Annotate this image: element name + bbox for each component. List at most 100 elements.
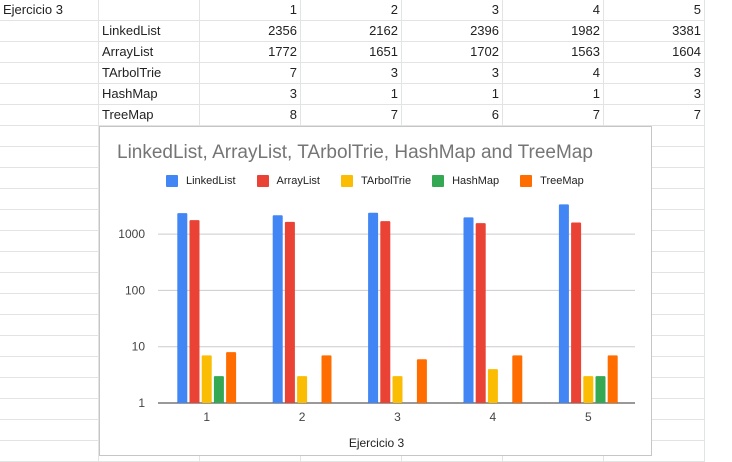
legend-swatch bbox=[340, 175, 353, 187]
sheet-cell[interactable] bbox=[604, 168, 705, 189]
sheet-value-cell[interactable]: 1 bbox=[301, 84, 402, 105]
sheet-value-cell[interactable]: 1651 bbox=[301, 42, 402, 63]
sheet-cell[interactable] bbox=[0, 210, 99, 231]
sheet-cell[interactable] bbox=[0, 315, 99, 336]
sheet-column-header-cell[interactable]: 5 bbox=[604, 0, 705, 21]
sheet-value-cell[interactable]: 7 bbox=[200, 63, 301, 84]
sheet-cell[interactable] bbox=[0, 336, 99, 357]
sheet-column-header-cell[interactable]: 2 bbox=[301, 0, 402, 21]
sheet-value-cell[interactable]: 7 bbox=[503, 105, 604, 126]
sheet-cell[interactable] bbox=[604, 231, 705, 252]
sheet-value-cell[interactable]: 2396 bbox=[402, 21, 503, 42]
bar-treemap bbox=[416, 359, 427, 403]
sheet-cell[interactable] bbox=[604, 252, 705, 273]
sheet-column-header-cell[interactable]: 3 bbox=[402, 0, 503, 21]
legend-label: HashMap bbox=[452, 175, 500, 187]
sheet-cell[interactable] bbox=[0, 63, 99, 84]
legend-label: TArbolTrie bbox=[360, 175, 412, 187]
sheet-cell[interactable] bbox=[0, 294, 99, 315]
sheet-cell[interactable] bbox=[604, 210, 705, 231]
sheet-cell[interactable] bbox=[0, 21, 99, 42]
sheet-cell[interactable] bbox=[604, 336, 705, 357]
sheet-column-header-cell[interactable]: 4 bbox=[503, 0, 604, 21]
x-tick-label: 3 bbox=[394, 410, 401, 424]
bar-treemap bbox=[512, 355, 523, 403]
sheet-cell[interactable] bbox=[0, 189, 99, 210]
sheet-cell[interactable] bbox=[0, 231, 99, 252]
sheet-cell[interactable] bbox=[0, 42, 99, 63]
sheet-row-label-cell[interactable]: ArrayList bbox=[99, 42, 200, 63]
sheet-value-cell[interactable]: 1563 bbox=[503, 42, 604, 63]
sheet-cell[interactable] bbox=[0, 105, 99, 126]
sheet-value-cell[interactable]: 8 bbox=[200, 105, 301, 126]
sheet-cell[interactable] bbox=[604, 294, 705, 315]
sheet-value-cell[interactable]: 2162 bbox=[301, 21, 402, 42]
sheet-value-cell[interactable]: 1772 bbox=[200, 42, 301, 63]
sheet-cell[interactable] bbox=[0, 126, 99, 147]
legend-swatch bbox=[520, 175, 533, 187]
legend-item[interactable]: TArbolTrie bbox=[340, 175, 412, 187]
legend-item[interactable]: HashMap bbox=[432, 175, 499, 187]
sheet-value-cell[interactable]: 1 bbox=[402, 84, 503, 105]
sheet-value-cell[interactable]: 1702 bbox=[402, 42, 503, 63]
sheet-cell[interactable] bbox=[0, 147, 99, 168]
sheet-cell[interactable] bbox=[604, 315, 705, 336]
sheet-cell[interactable] bbox=[604, 273, 705, 294]
x-tick-label: 4 bbox=[490, 410, 497, 424]
bar-arraylist bbox=[284, 221, 295, 403]
bar-arraylist bbox=[380, 221, 391, 403]
x-axis-title: Ejercicio 3 bbox=[348, 436, 405, 450]
sheet-cell[interactable] bbox=[604, 420, 705, 441]
sheet-cell[interactable] bbox=[99, 0, 200, 21]
bar-tarboltrie bbox=[583, 376, 594, 403]
embedded-chart[interactable]: LinkedList, ArrayList, TArbolTrie, HashM… bbox=[99, 126, 652, 456]
sheet-value-cell[interactable]: 7 bbox=[604, 105, 705, 126]
sheet-value-cell[interactable]: 3 bbox=[604, 63, 705, 84]
sheet-cell[interactable] bbox=[0, 378, 99, 399]
chart-title: LinkedList, ArrayList, TArbolTrie, HashM… bbox=[117, 142, 593, 163]
sheet-value-cell[interactable]: 3 bbox=[200, 84, 301, 105]
bar-tarboltrie bbox=[392, 376, 403, 403]
sheet-cell[interactable] bbox=[604, 147, 705, 168]
sheet-row-label-cell[interactable]: HashMap bbox=[99, 84, 200, 105]
legend-item[interactable]: LinkedList bbox=[166, 175, 236, 187]
sheet-value-cell[interactable]: 3 bbox=[402, 63, 503, 84]
y-tick-label: 1000 bbox=[118, 227, 145, 241]
x-tick-label: 1 bbox=[203, 410, 210, 424]
sheet-cell[interactable] bbox=[0, 420, 99, 441]
sheet-cell[interactable] bbox=[604, 378, 705, 399]
legend-swatch bbox=[432, 175, 445, 187]
legend-item[interactable]: TreeMap bbox=[520, 175, 584, 187]
sheet-value-cell[interactable]: 3381 bbox=[604, 21, 705, 42]
sheet-cell[interactable] bbox=[0, 399, 99, 420]
sheet-cell[interactable] bbox=[604, 399, 705, 420]
sheet-value-cell[interactable]: 4 bbox=[503, 63, 604, 84]
sheet-value-cell[interactable]: 1982 bbox=[503, 21, 604, 42]
sheet-header-label-cell[interactable]: Ejercicio 3 bbox=[0, 0, 99, 21]
y-tick-label: 10 bbox=[132, 340, 146, 354]
sheet-value-cell[interactable]: 3 bbox=[301, 63, 402, 84]
sheet-column-header-cell[interactable]: 1 bbox=[200, 0, 301, 21]
sheet-value-cell[interactable]: 2356 bbox=[200, 21, 301, 42]
sheet-row-label-cell[interactable]: LinkedList bbox=[99, 21, 200, 42]
sheet-value-cell[interactable]: 1 bbox=[503, 84, 604, 105]
sheet-value-cell[interactable]: 7 bbox=[301, 105, 402, 126]
sheet-cell[interactable] bbox=[604, 189, 705, 210]
sheet-cell[interactable] bbox=[0, 168, 99, 189]
legend-swatch bbox=[166, 175, 178, 187]
legend-item[interactable]: ArrayList bbox=[256, 175, 320, 187]
sheet-value-cell[interactable]: 3 bbox=[604, 84, 705, 105]
sheet-value-cell[interactable]: 1604 bbox=[604, 42, 705, 63]
sheet-value-cell[interactable]: 6 bbox=[402, 105, 503, 126]
sheet-cell[interactable] bbox=[0, 357, 99, 378]
sheet-row-label-cell[interactable]: TreeMap bbox=[99, 105, 200, 126]
sheet-row-label-cell[interactable]: TArbolTrie bbox=[99, 63, 200, 84]
sheet-cell[interactable] bbox=[0, 441, 99, 462]
y-tick-label: 100 bbox=[125, 283, 145, 297]
sheet-cell[interactable] bbox=[0, 252, 99, 273]
sheet-cell[interactable] bbox=[604, 126, 705, 147]
sheet-cell[interactable] bbox=[0, 273, 99, 294]
bar-tarboltrie bbox=[201, 355, 212, 403]
sheet-cell[interactable] bbox=[0, 84, 99, 105]
sheet-cell[interactable] bbox=[604, 357, 705, 378]
